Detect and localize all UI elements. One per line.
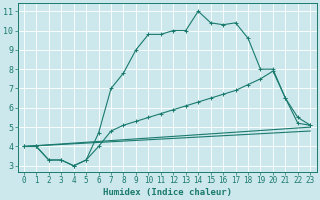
X-axis label: Humidex (Indice chaleur): Humidex (Indice chaleur)	[103, 188, 232, 197]
